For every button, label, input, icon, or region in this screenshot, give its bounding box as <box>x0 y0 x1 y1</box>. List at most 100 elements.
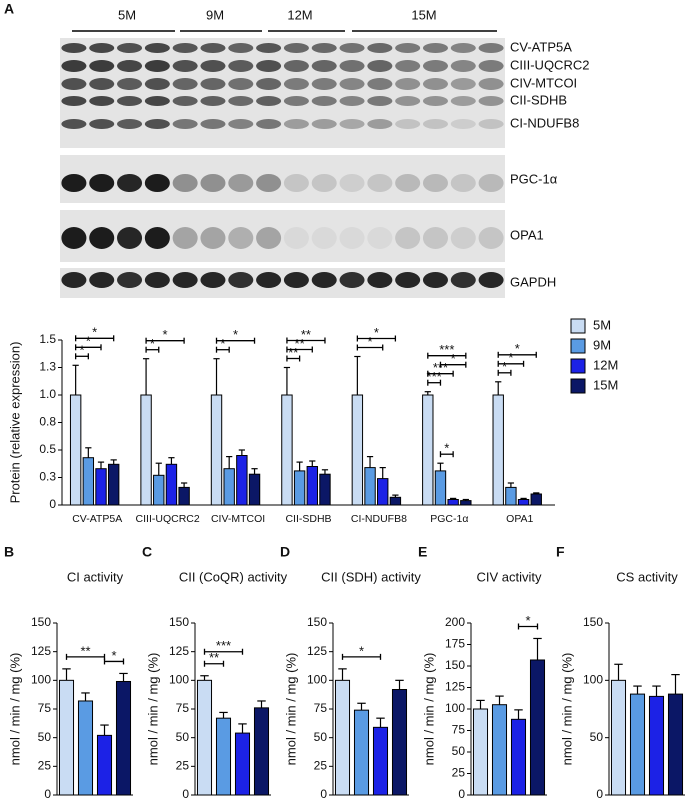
blot-band <box>422 78 448 90</box>
blot-band <box>367 43 393 53</box>
y-tick-label: 150 <box>307 615 327 629</box>
bar <box>422 394 434 506</box>
blot-band <box>172 60 198 72</box>
blot-band <box>422 60 448 72</box>
bar <box>178 486 190 506</box>
chart-title: CIV activity <box>476 569 542 584</box>
blot-band <box>172 272 198 288</box>
y-axis-label: nmol / min / mg (%) <box>7 653 22 766</box>
chart-title: CII (CoQR) activity <box>179 569 288 584</box>
blot-band <box>339 60 365 72</box>
blot-band <box>89 272 115 288</box>
blot-band <box>478 78 504 90</box>
legend-label: 9M <box>593 337 611 352</box>
group-label: 5M <box>118 7 136 22</box>
blot-band <box>228 60 254 72</box>
blot-band <box>117 43 143 53</box>
x-tick-label: CIII-UQCRC2 <box>136 513 200 525</box>
blot-band <box>61 43 87 53</box>
y-tick-label: 0 <box>458 787 465 800</box>
significance-label: * <box>163 327 168 342</box>
bar <box>77 700 94 796</box>
blot-band <box>256 174 282 192</box>
y-tick-label: 75 <box>314 701 328 715</box>
blot-band <box>256 60 282 72</box>
blot-band <box>200 43 226 53</box>
bar <box>629 693 646 796</box>
significance-label: * <box>233 327 238 342</box>
bar <box>530 493 542 506</box>
band-label: OPA1 <box>510 227 544 242</box>
blot-band <box>367 78 393 90</box>
blot-band <box>61 119 87 129</box>
y-axis-label: Protein (relative expression) <box>7 342 22 504</box>
significance-label: * <box>359 643 364 658</box>
significance-label: * <box>374 325 379 340</box>
y-tick-label: 50 <box>176 730 190 744</box>
y-tick-label: 125 <box>31 644 51 658</box>
blot-band <box>422 43 448 53</box>
x-tick-label: CIV-MTCOI <box>211 513 265 525</box>
blot-band <box>450 43 476 53</box>
bar <box>281 394 293 506</box>
blot-band <box>89 96 115 106</box>
blot-band <box>144 43 170 53</box>
blot-band <box>144 119 170 129</box>
blot-band <box>283 60 309 72</box>
y-tick-label: 0 <box>44 787 51 800</box>
bar <box>610 679 627 796</box>
bar <box>529 659 546 796</box>
y-tick-label: 25 <box>314 759 328 773</box>
y-tick-label: 50 <box>452 744 466 758</box>
blot-band <box>450 119 476 129</box>
y-tick-label: 100 <box>445 701 465 715</box>
blot-band <box>311 227 337 249</box>
y-axis-label: nmol / min / mg (%) <box>145 653 160 766</box>
blot-band <box>144 60 170 72</box>
band-label: CIV-MTCOI <box>510 75 577 90</box>
bar <box>153 474 165 506</box>
blot-band <box>89 78 115 90</box>
significance-label: *** <box>427 369 442 384</box>
blot-band <box>228 96 254 106</box>
significance-label: * <box>502 359 507 374</box>
bar <box>372 726 389 796</box>
blot-band <box>200 227 226 249</box>
bar <box>319 473 331 506</box>
blot-band <box>228 272 254 288</box>
blot-band <box>450 174 476 192</box>
significance-label: ** <box>80 643 90 658</box>
bar <box>196 679 213 796</box>
significance-label: * <box>111 648 116 663</box>
blot-band <box>144 272 170 288</box>
bar <box>491 704 508 796</box>
y-tick-label: 0.5 <box>39 442 56 456</box>
y-tick-label: 0 <box>49 497 56 511</box>
y-tick-label: 75 <box>452 723 466 737</box>
y-tick-label: 0 <box>182 787 189 800</box>
blot-band <box>283 96 309 106</box>
bar <box>517 499 530 506</box>
blot-band <box>339 227 365 249</box>
chart-title: CI activity <box>67 569 124 584</box>
blot-band <box>478 60 504 72</box>
blot-band <box>256 227 282 249</box>
blot-band <box>311 174 337 192</box>
blot-band <box>172 96 198 106</box>
blot-band <box>200 119 226 129</box>
bar <box>107 463 120 506</box>
blot-band <box>283 43 309 53</box>
blot-band <box>61 60 87 72</box>
y-tick-label: 0.8 <box>39 415 56 429</box>
blot-band <box>478 227 504 249</box>
y-tick-label: 100 <box>169 673 189 687</box>
significance-label: * <box>86 334 91 349</box>
blot-band <box>367 96 393 106</box>
bar <box>234 732 251 796</box>
blot-band <box>478 43 504 53</box>
blot-band <box>311 60 337 72</box>
blot-band <box>311 96 337 106</box>
y-tick-label: 125 <box>169 644 189 658</box>
blot-band <box>339 78 365 90</box>
blot-band <box>367 227 393 249</box>
